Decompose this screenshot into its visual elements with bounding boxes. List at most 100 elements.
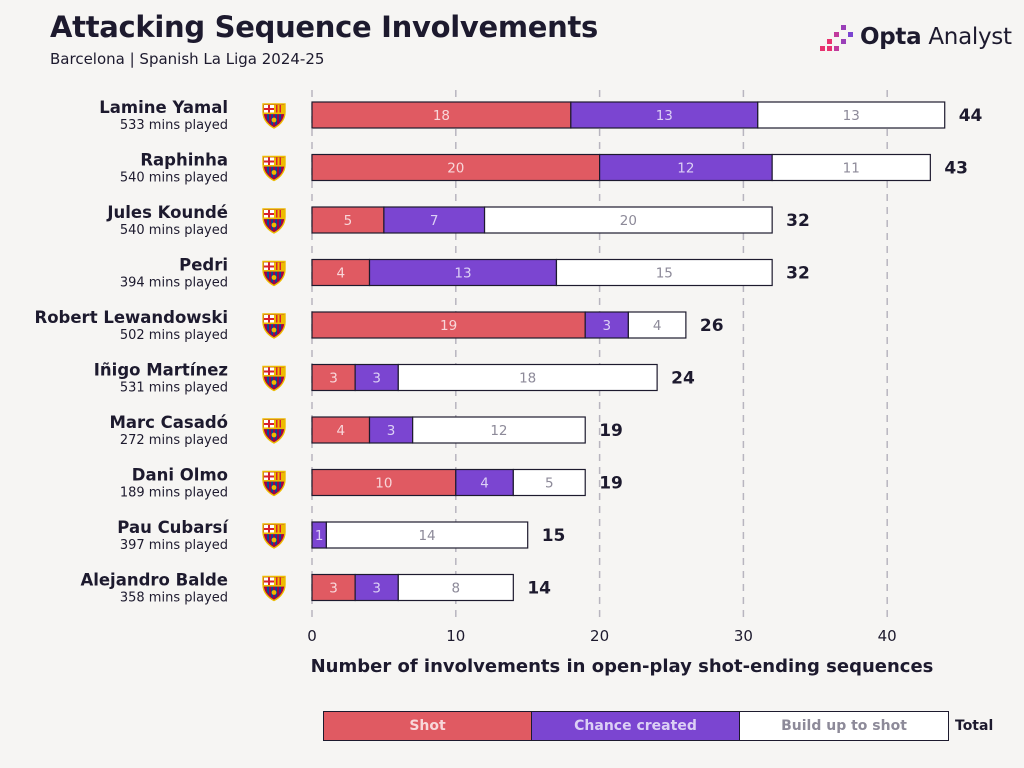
player-name: Pau Cubarsí (117, 518, 229, 537)
bar-shot (311, 153, 601, 182)
bar-total-label: 26 (700, 316, 724, 336)
bar-chance-created (354, 573, 399, 602)
player-name: Lamine Yamal (99, 98, 228, 117)
bar-build-up (627, 311, 687, 339)
barcelona-crest-icon (262, 208, 286, 234)
bar-build-up (325, 521, 529, 549)
bar-build-up (397, 363, 658, 392)
bar-value-label: 12 (490, 423, 507, 439)
opta-logo-icon (820, 25, 853, 51)
barcelona-crest-icon (262, 575, 286, 602)
bar-value-label: 18 (519, 371, 536, 387)
player-name: Dani Olmo (132, 466, 228, 485)
bar-value-label: 3 (602, 318, 611, 334)
bar-shot (311, 206, 385, 234)
bar-build-up (757, 101, 946, 129)
bar-value-label: 13 (454, 266, 471, 282)
barcelona-crest-icon (262, 155, 286, 182)
minutes-played: 394 mins played (120, 276, 228, 291)
bar-value-label: 18 (433, 108, 450, 124)
bar-total-label: 19 (599, 421, 623, 441)
bar-total-label: 44 (959, 106, 983, 126)
x-tick-label: 10 (446, 627, 465, 645)
legend: Shot Chance created Build up to shot (323, 711, 949, 741)
player-name: Raphinha (140, 151, 228, 170)
bar-value-label: 8 (452, 581, 461, 597)
bar-total-label: 14 (527, 579, 551, 599)
bar-chance-created (598, 153, 773, 182)
minutes-played: 189 mins played (120, 486, 228, 501)
bar-total-label: 43 (944, 159, 968, 179)
bar-build-up (397, 573, 514, 602)
bar-chance-created (368, 258, 558, 287)
bar-value-label: 4 (480, 476, 489, 492)
bar-shot (311, 258, 371, 287)
x-tick-label: 40 (878, 627, 897, 645)
minutes-played: 533 mins played (120, 118, 228, 133)
bar-value-label: 3 (329, 371, 338, 387)
bar-chance-created (368, 416, 414, 444)
bar-value-label: 3 (372, 581, 381, 597)
minutes-played: 272 mins played (120, 433, 228, 448)
minutes-played: 502 mins played (120, 328, 228, 343)
x-tick-label: 0 (307, 627, 317, 645)
bar-value-label: 4 (336, 266, 345, 282)
minutes-played: 540 mins played (120, 171, 228, 186)
bar-chance-created (354, 363, 399, 392)
chart-subtitle: Barcelona | Spanish La Liga 2024-25 (50, 50, 325, 68)
bar-value-label: 11 (843, 161, 860, 177)
player-name: Marc Casadó (109, 413, 228, 432)
barcelona-crest-icon (262, 260, 286, 287)
bar-value-label: 4 (653, 318, 662, 334)
legend-build-up: Build up to shot (740, 712, 948, 740)
bar-shot (311, 363, 356, 392)
bar-chance-created (584, 311, 629, 339)
opta-analyst-logo: Opta Analyst (820, 22, 1012, 52)
bar-value-label: 13 (656, 108, 673, 124)
bar-value-label: 7 (430, 213, 439, 229)
bar-build-up (512, 468, 586, 497)
bar-chance-created (455, 468, 514, 497)
bar-value-label: 3 (387, 423, 396, 439)
barcelona-crest-icon (262, 418, 286, 444)
minutes-played: 531 mins played (120, 381, 228, 396)
legend-total: Total (955, 718, 994, 734)
bar-value-label: 15 (656, 266, 673, 282)
bar-total-label: 15 (542, 526, 566, 546)
bar-value-label: 5 (344, 213, 353, 229)
barcelona-crest-icon (262, 103, 286, 129)
bar-value-label: 3 (372, 371, 381, 387)
bar-shot (311, 468, 457, 497)
bar-build-up (483, 206, 773, 234)
player-name: Pedri (179, 256, 228, 275)
minutes-played: 540 mins played (120, 223, 228, 238)
bar-value-label: 10 (375, 476, 392, 492)
legend-shot: Shot (324, 712, 532, 740)
bar-value-label: 20 (447, 161, 464, 177)
player-name: Alejandro Balde (80, 571, 228, 590)
bar-total-label: 32 (786, 211, 810, 231)
bar-value-label: 4 (336, 423, 345, 439)
bar-value-label: 20 (620, 213, 637, 229)
bar-total-label: 32 (786, 264, 810, 284)
bar-total-label: 19 (599, 474, 623, 494)
x-axis-label: Number of involvements in open-play shot… (310, 656, 934, 677)
minutes-played: 397 mins played (120, 538, 228, 553)
barcelona-crest-icon (262, 313, 286, 339)
bar-build-up (555, 258, 773, 287)
player-name: Jules Koundé (106, 203, 228, 222)
bar-value-label: 12 (677, 161, 694, 177)
bar-shot (311, 311, 586, 339)
x-tick-label: 20 (590, 627, 609, 645)
bar-value-label: 19 (440, 318, 457, 334)
barcelona-crest-icon (262, 523, 286, 549)
minutes-played: 358 mins played (120, 591, 228, 606)
bar-total-label: 24 (671, 369, 695, 389)
chart-title: Attacking Sequence Involvements (50, 10, 599, 44)
bar-build-up (412, 416, 586, 444)
player-name: Iñigo Martínez (94, 361, 228, 380)
bar-value-label: 14 (418, 528, 435, 544)
legend-chance-created: Chance created (532, 712, 740, 740)
brand-text: Opta Analyst (860, 24, 1012, 50)
